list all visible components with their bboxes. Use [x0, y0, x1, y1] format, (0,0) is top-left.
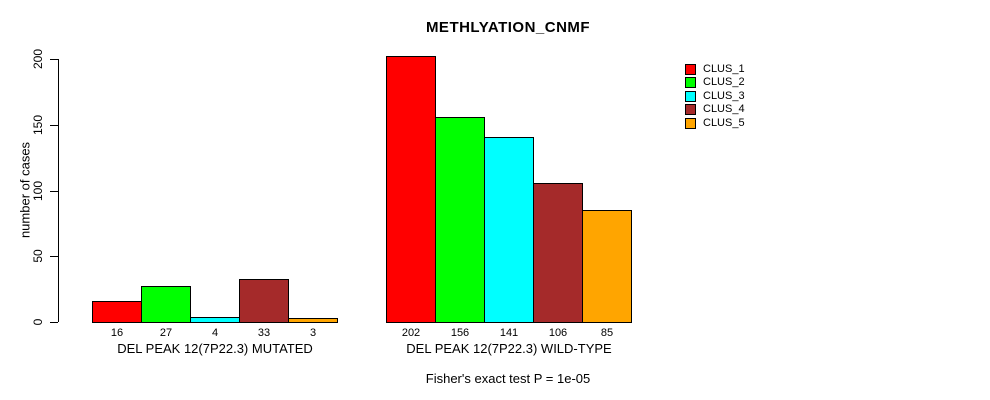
bar-value-label: 202 — [401, 327, 421, 339]
bar-value-label: 16 — [110, 327, 124, 339]
y-axis-line — [58, 59, 59, 322]
bar-value-label: 4 — [211, 327, 219, 339]
bar-clus_1-group1 — [386, 56, 436, 323]
legend-swatch-clus_2 — [685, 77, 696, 88]
bar-clus_4-group0 — [239, 279, 289, 323]
y-tick-label: 150 — [31, 114, 45, 136]
bar-clus_2-group1 — [435, 117, 485, 323]
bar-value-label: 3 — [309, 327, 317, 339]
y-tick-label: 100 — [31, 180, 45, 202]
y-tick-mark — [50, 124, 58, 126]
bar-value-label: 141 — [499, 327, 519, 339]
bar-clus_5-group0 — [288, 318, 338, 323]
bar-value-label: 106 — [548, 327, 568, 339]
y-tick-label: 50 — [31, 249, 45, 263]
y-tick-mark — [50, 255, 58, 257]
bar-value-label: 33 — [257, 327, 271, 339]
legend-swatch-clus_3 — [685, 91, 696, 102]
bar-clus_5-group1 — [582, 210, 632, 323]
y-tick-mark — [50, 190, 58, 192]
chart-title: METHLYATION_CNMF — [425, 19, 591, 36]
group-label: DEL PEAK 12(7P22.3) MUTATED — [117, 341, 313, 356]
y-tick-mark — [50, 58, 58, 60]
fisher-test-annotation: Fisher's exact test P = 1e-05 — [425, 371, 591, 386]
bar-value-label: 85 — [600, 327, 614, 339]
legend-label: CLUS_2 — [703, 76, 745, 88]
legend-label: CLUS_1 — [703, 63, 745, 75]
bar-clus_2-group0 — [141, 286, 191, 323]
bar-value-label: 156 — [450, 327, 470, 339]
bar-clus_3-group1 — [484, 137, 534, 323]
bar-clus_1-group0 — [92, 301, 142, 323]
legend-swatch-clus_1 — [685, 64, 696, 75]
bar-clus_4-group1 — [533, 183, 583, 323]
y-tick-label: 200 — [31, 48, 45, 70]
legend-label: CLUS_3 — [703, 90, 745, 102]
y-tick-label: 0 — [31, 318, 45, 326]
legend-label: CLUS_5 — [703, 117, 745, 129]
legend-swatch-clus_5 — [685, 118, 696, 129]
bar-clus_3-group0 — [190, 317, 240, 323]
y-tick-mark — [50, 321, 58, 323]
group-label: DEL PEAK 12(7P22.3) WILD-TYPE — [406, 341, 612, 356]
bar-value-label: 27 — [159, 327, 173, 339]
legend-label: CLUS_4 — [703, 103, 745, 115]
legend-swatch-clus_4 — [685, 104, 696, 115]
